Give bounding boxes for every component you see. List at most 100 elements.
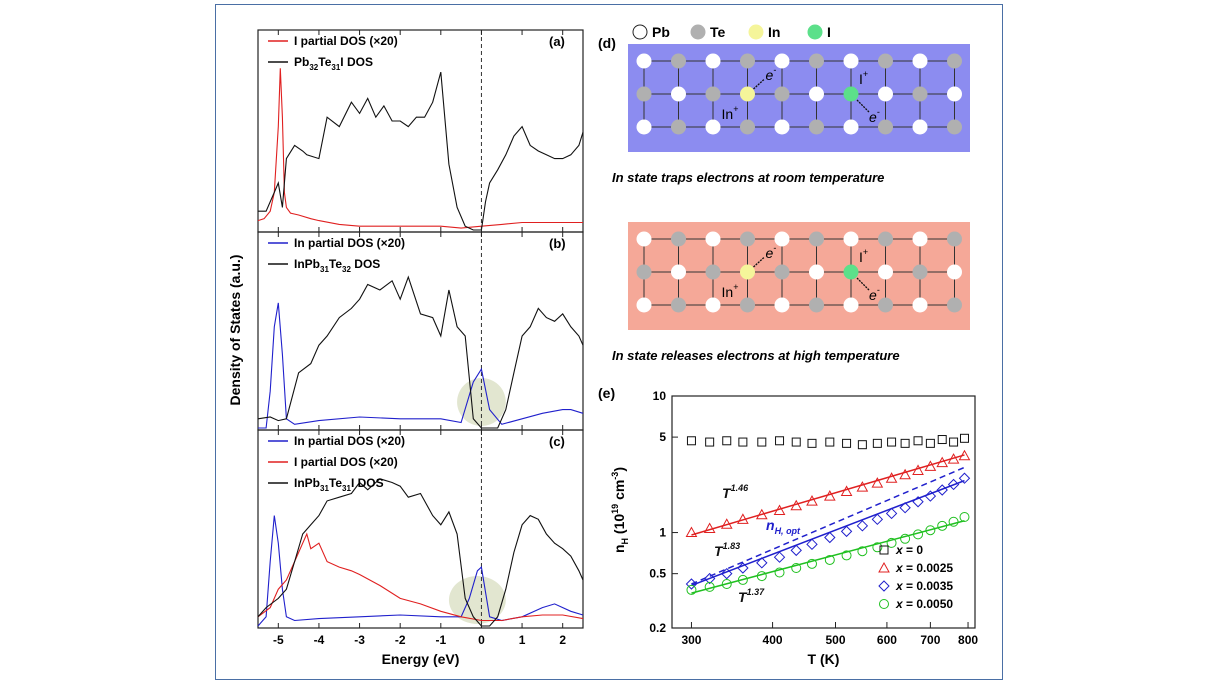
text-span: - (877, 107, 880, 117)
data-point (924, 490, 937, 502)
lattice-atom (947, 53, 962, 69)
data-point (886, 537, 897, 548)
data-point (737, 562, 749, 574)
data-point (757, 437, 767, 447)
lattice-atom (774, 297, 790, 313)
text-span: + (733, 282, 738, 292)
legend-label: x = 0.0025 (895, 561, 953, 575)
data-point (721, 567, 733, 580)
dos-panel-a: (a)I partial DOS (×20)Pb32Te31I DOSDensi… (227, 29, 584, 406)
text-span: I DOS (351, 476, 384, 490)
data-point (925, 438, 935, 448)
lattice-atom (947, 297, 962, 313)
text-span: + (863, 247, 868, 257)
data-point (958, 472, 971, 484)
data-point (871, 477, 884, 488)
lattice-atom (912, 119, 928, 135)
lattice-atom (774, 53, 790, 69)
text-span: + (863, 69, 868, 79)
data-point (774, 567, 785, 578)
text-span: = 0.0025 (903, 561, 954, 575)
panel-label: (a) (549, 34, 565, 49)
data-point (900, 438, 910, 448)
x-tick-label: 300 (681, 633, 701, 647)
text-span: Te (329, 476, 342, 490)
data-point (703, 572, 716, 585)
lattice-atom (740, 119, 755, 135)
text-span: I DOS (340, 55, 373, 69)
lattice-atom (947, 86, 962, 102)
data-point (756, 557, 768, 569)
lattice-atom (705, 53, 721, 69)
data-point (948, 516, 959, 527)
y-axis-label: Density of States (a.u.) (227, 255, 243, 406)
text-span: - (773, 243, 776, 253)
x-tick-label: 0 (478, 633, 485, 647)
text-span: H (620, 538, 630, 545)
x-tick-label: -5 (273, 633, 284, 647)
lattice-atom (843, 119, 859, 135)
x-tick-label: 400 (763, 633, 783, 647)
legend-label: I partial DOS (×20) (294, 455, 398, 469)
dos-series-line (258, 302, 584, 429)
data-point (872, 438, 882, 448)
legend-atom-label: Pb (652, 24, 670, 40)
figure-frame (215, 4, 1003, 680)
text-span: x (895, 579, 904, 593)
dos-series-line (257, 532, 584, 622)
data-point (912, 464, 924, 475)
lattice-atom (878, 86, 893, 102)
in-ion-label: In+ (722, 282, 739, 300)
lattice-atom (809, 264, 824, 280)
data-point (842, 438, 852, 448)
y-axis-label: nH (1019 cm-3) (610, 467, 630, 553)
legend-atom-label: Te (710, 24, 726, 40)
x-axis-label: Energy (eV) (382, 651, 460, 667)
lattice-atom (774, 86, 790, 102)
lattice-atom (671, 53, 686, 69)
text-span: e (869, 287, 877, 303)
data-point (686, 436, 696, 446)
legend-label: InPb31Te32 DOS (294, 257, 380, 274)
data-point (878, 580, 890, 592)
lattice-atom (705, 86, 721, 102)
data-point (856, 481, 869, 492)
data-point (936, 484, 948, 496)
data-point (806, 538, 818, 551)
dos-series-line (257, 478, 584, 627)
data-point (841, 550, 852, 561)
data-point (825, 437, 835, 447)
lattice-atom (705, 231, 721, 247)
data-point (791, 563, 802, 574)
data-point (737, 513, 749, 524)
lattice-atom (843, 231, 859, 247)
x-tick-label: -2 (395, 633, 406, 647)
data-point (755, 508, 768, 520)
x-tick-label: 1 (519, 633, 526, 647)
lattice-atom (636, 264, 652, 280)
lattice-atom (878, 264, 893, 280)
lattice-atom (809, 231, 824, 247)
data-point (885, 472, 898, 483)
data-point (791, 437, 801, 447)
lattice-atom (912, 297, 928, 313)
text-span: cm (611, 480, 627, 504)
lattice-atom (740, 264, 755, 280)
text-span: Te (318, 55, 331, 69)
lattice-atom (740, 231, 755, 247)
data-point (856, 520, 869, 532)
data-point (722, 436, 732, 446)
x-tick-label: 2 (559, 633, 566, 647)
data-point (720, 518, 733, 529)
x-tick-label: 600 (877, 633, 897, 647)
lattice-atom (912, 264, 928, 280)
lattice-atom (636, 86, 652, 102)
legend-label: Pb32Te31I DOS (294, 55, 373, 72)
text-span: Te (329, 257, 342, 271)
lattice-atom (843, 297, 859, 313)
text-span: T (722, 485, 732, 501)
fit-label: nH, opt (766, 517, 801, 536)
lattice-atom (947, 264, 962, 280)
